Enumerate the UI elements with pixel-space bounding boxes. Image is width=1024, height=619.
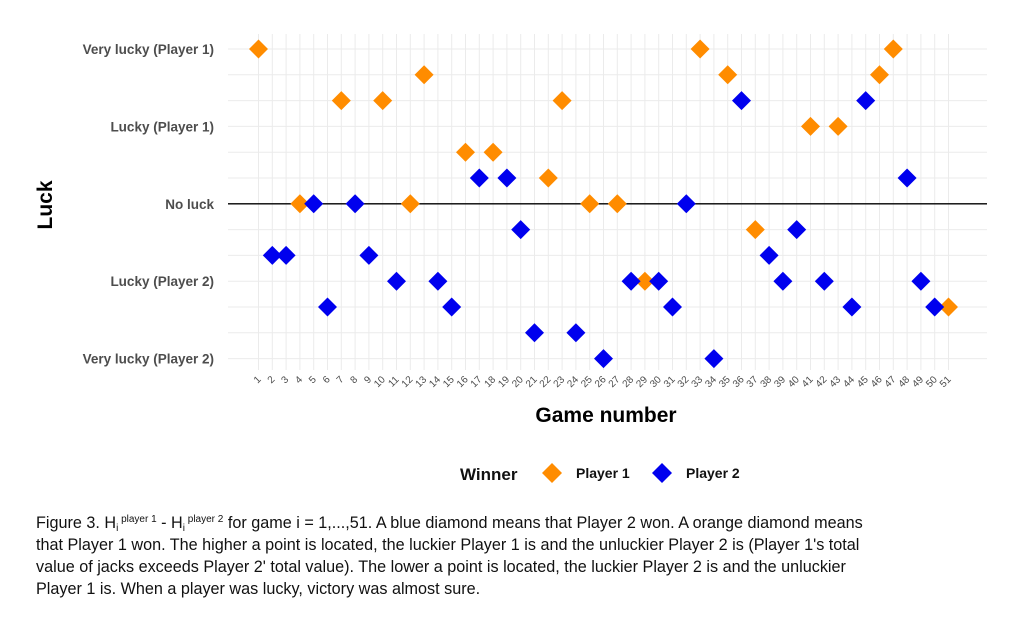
player-1-diamond bbox=[373, 91, 393, 111]
player-1-diamond bbox=[828, 116, 848, 136]
player-2-diamond bbox=[387, 271, 406, 291]
player-2-diamond bbox=[497, 168, 517, 188]
player-1-diamond bbox=[249, 39, 268, 59]
player-2-diamond bbox=[428, 271, 448, 291]
player-2-diamond bbox=[345, 194, 365, 214]
legend-key-diamond bbox=[652, 463, 672, 483]
player-2-diamond bbox=[704, 349, 724, 369]
player-2-diamond bbox=[594, 349, 613, 369]
player-2-diamond bbox=[759, 245, 779, 265]
player-2-diamond bbox=[897, 168, 917, 188]
player-2-diamond bbox=[621, 271, 641, 291]
x-axis-tick-labels: 1 2 3 4 5 6 7 8 91011121314151617181920212223242… bbox=[252, 374, 954, 390]
data-points bbox=[249, 39, 958, 369]
player-2-diamond bbox=[842, 297, 862, 317]
player-2-diamond bbox=[676, 194, 696, 214]
player-2-diamond bbox=[566, 323, 586, 343]
player-2-diamond bbox=[442, 297, 462, 317]
player-1-diamond bbox=[883, 39, 903, 59]
player-1-diamond bbox=[718, 65, 738, 85]
legend-label: Player 2 bbox=[686, 465, 740, 481]
x-tick-label: 7 bbox=[335, 374, 347, 386]
player-2-diamond bbox=[663, 297, 682, 317]
player-1-diamond bbox=[414, 65, 434, 85]
grid-lines bbox=[228, 34, 987, 370]
x-axis-title: Game number bbox=[535, 404, 676, 427]
player-1-diamond bbox=[939, 297, 958, 317]
player-2-diamond bbox=[911, 271, 931, 291]
player-1-diamond bbox=[801, 116, 820, 136]
player-2-diamond bbox=[262, 245, 282, 265]
caption-minus: - H bbox=[156, 514, 183, 532]
player-2-diamond bbox=[814, 271, 834, 291]
caption-sub-i-2: i bbox=[182, 523, 185, 534]
player-1-diamond bbox=[552, 91, 572, 111]
caption-sup-player-2: player 2 bbox=[184, 514, 224, 525]
player-1-diamond bbox=[635, 271, 655, 291]
x-tick-label: 4 bbox=[293, 374, 305, 386]
player-2-diamond bbox=[773, 271, 793, 291]
y-tick-label: Lucky (Player 1) bbox=[110, 119, 214, 134]
player-2-diamond bbox=[359, 245, 379, 265]
player-1-diamond bbox=[580, 194, 600, 214]
player-2-diamond bbox=[732, 91, 751, 111]
player-1-diamond bbox=[690, 39, 710, 59]
figure-caption: Figure 3. Hi player 1 - Hi player 2 for … bbox=[36, 512, 996, 600]
x-tick-label: 5 bbox=[307, 374, 319, 386]
y-tick-label: No luck bbox=[165, 197, 214, 212]
legend-key-diamond bbox=[542, 463, 562, 483]
legend-title: Winner bbox=[460, 465, 518, 484]
player-2-diamond bbox=[525, 323, 544, 343]
player-2-diamond bbox=[276, 245, 296, 265]
player-1-diamond bbox=[290, 194, 310, 214]
player-1-diamond bbox=[400, 194, 420, 214]
y-tick-label: Very lucky (Player 2) bbox=[83, 352, 214, 367]
player-2-diamond bbox=[925, 297, 945, 317]
player-2-diamond bbox=[469, 168, 489, 188]
player-2-diamond bbox=[304, 194, 324, 214]
caption-line-3: value of jacks exceeds Player 2' total v… bbox=[36, 558, 846, 576]
player-2-diamond bbox=[787, 220, 807, 240]
x-tick-label: 1 bbox=[252, 374, 264, 386]
player-2-diamond bbox=[318, 297, 337, 317]
legend-label: Player 1 bbox=[576, 465, 630, 481]
caption-line-1-rest: for game i = 1,...,51. A blue diamond me… bbox=[223, 514, 863, 532]
legend-items: Player 1 Player 2 bbox=[542, 463, 740, 483]
y-tick-label: Lucky (Player 2) bbox=[110, 274, 214, 289]
y-axis-tick-labels: Very lucky (Player 1) Lucky (Player 1) No … bbox=[83, 42, 215, 367]
x-tick-label: 9 bbox=[362, 374, 374, 386]
player-1-diamond bbox=[745, 220, 765, 240]
caption-prefix: Figure 3. H bbox=[36, 514, 117, 532]
y-axis-title: Luck bbox=[34, 180, 57, 229]
player-2-diamond bbox=[649, 271, 669, 291]
x-tick-label: 3 bbox=[280, 374, 292, 386]
player-1-diamond bbox=[456, 142, 475, 162]
caption-sup-player-1: player 1 bbox=[118, 514, 157, 525]
player-1-diamond bbox=[331, 91, 351, 111]
player-2-diamond bbox=[511, 220, 531, 240]
player-2-diamond bbox=[856, 91, 876, 111]
caption-sub-i-1: i bbox=[116, 523, 119, 534]
player-1-diamond bbox=[870, 65, 889, 85]
x-tick-label: 6 bbox=[321, 374, 333, 386]
luck-scatter-chart: Very lucky (Player 1) Lucky (Player 1) No … bbox=[34, 34, 987, 484]
player-1-diamond bbox=[607, 194, 627, 214]
x-tick-label: 2 bbox=[266, 374, 278, 386]
player-1-diamond bbox=[483, 142, 503, 162]
player-1-diamond bbox=[538, 168, 558, 188]
y-tick-label: Very lucky (Player 1) bbox=[83, 42, 214, 57]
caption-line-4: Player 1 is. When a player was lucky, vi… bbox=[36, 580, 481, 598]
x-tick-label: 51 bbox=[938, 374, 954, 390]
x-tick-label: 8 bbox=[349, 374, 361, 386]
caption-line-2: that Player 1 won. The higher a point is… bbox=[36, 536, 860, 554]
legend: Winner Player 1 Player 2 bbox=[460, 463, 740, 484]
